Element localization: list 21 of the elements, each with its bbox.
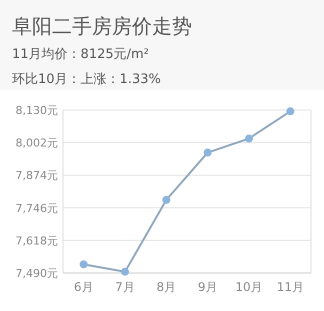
point: [162, 196, 170, 204]
point: [204, 148, 212, 157]
y-tick-label: 7,490元: [16, 267, 58, 280]
point: [80, 260, 88, 268]
y-tick-label: 8,002元: [16, 136, 58, 150]
point: [286, 107, 294, 116]
text: 环比10月：上涨：1.33%: [12, 72, 161, 87]
x-tick-label: 8月: [156, 280, 176, 294]
x-tick-label: 9月: [198, 280, 218, 294]
point: [121, 268, 129, 276]
text: 11月均价：8125元/m²: [12, 47, 149, 62]
x-tick-label: 7月: [115, 280, 135, 294]
x-tick-label: 11月: [276, 280, 304, 294]
chart-title: 阜阳二手房房价走势: [12, 14, 192, 38]
y-tick-label: 7,874元: [16, 169, 58, 182]
x-tick-label: 10月: [235, 280, 263, 294]
point: [245, 134, 253, 143]
y-tick-label: 7,618元: [16, 234, 58, 248]
x-tick-label: 6月: [74, 280, 94, 294]
y-tick-label: 8,130元: [16, 104, 58, 117]
y-tick-label: 7,746元: [16, 202, 58, 215]
